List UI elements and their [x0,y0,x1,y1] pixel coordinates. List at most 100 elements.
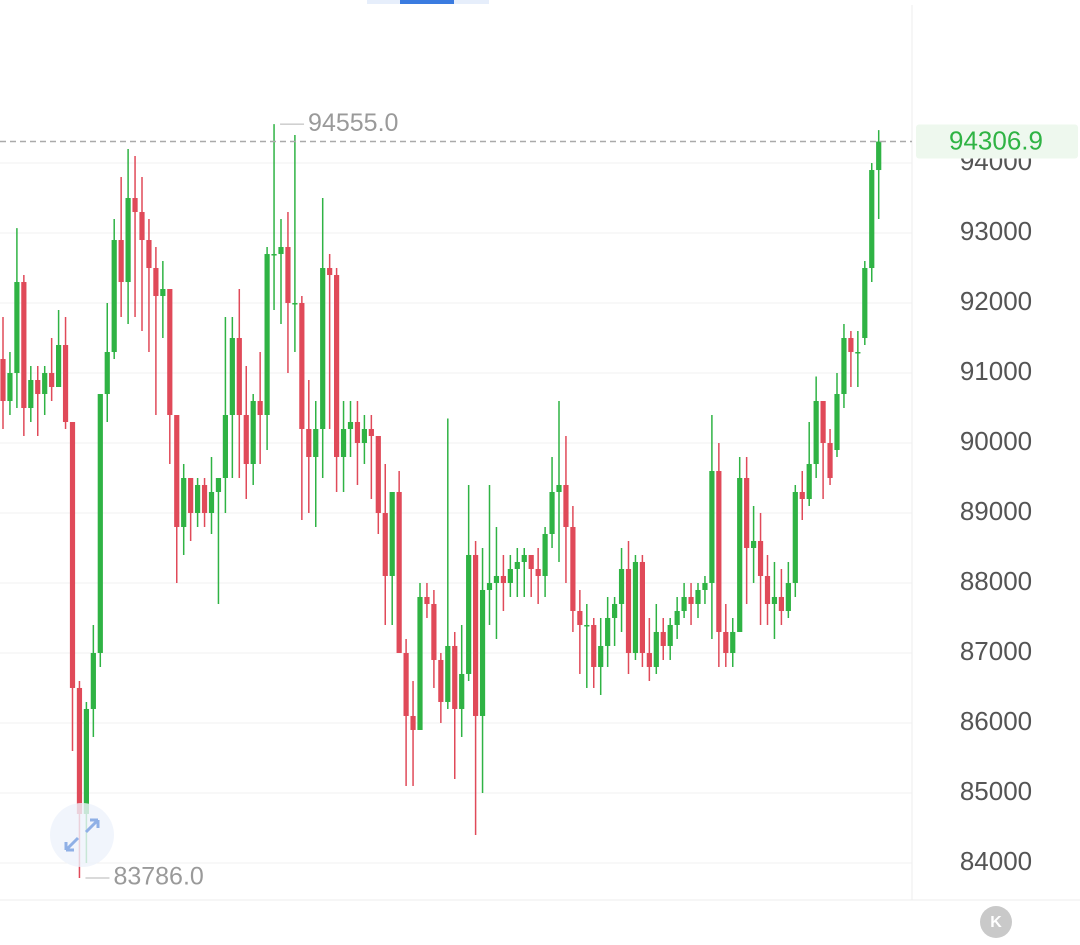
last-price-label: 94306.9 [949,125,1043,155]
candle-body [584,624,590,627]
candles [0,124,882,878]
candle-body [771,596,778,604]
candle-body [473,554,479,716]
candle-body [299,303,305,430]
candle-body [90,652,96,709]
candle-body [7,373,13,402]
candle-body [681,596,687,611]
candle-body [208,491,215,513]
candle-body [778,596,784,611]
candle-body [146,240,152,269]
candle-body [723,631,729,653]
candle-body [577,610,583,625]
candle-body [35,380,41,395]
candle-body [368,429,374,437]
candle-body [271,254,277,256]
y-tick-label: 92000 [960,286,1032,316]
candle-body [264,254,270,416]
candle-body [702,582,708,590]
candle-body [751,540,757,548]
candle-body [97,394,103,653]
candle-body [660,631,666,646]
candle-body [132,198,138,213]
candle-body [709,470,715,583]
candle-body [785,582,791,611]
candle-body [285,247,291,304]
y-tick-label: 85000 [960,776,1032,806]
candle-body [431,603,437,660]
candle-body [28,380,34,409]
candle-body [21,282,27,409]
candle-body [855,352,861,354]
candle-body [181,477,187,527]
candle-body [764,575,771,604]
candle-body [737,477,743,632]
candle-body [160,289,166,297]
candle-body [410,715,416,730]
candle-body [292,303,298,305]
candle-body [243,415,249,464]
y-tick-label: 93000 [960,216,1032,246]
candle-body [528,554,534,569]
candle-body [76,687,83,814]
candle-body [862,268,868,339]
candle-body [646,652,652,667]
candle-body [306,429,312,457]
candle-body [570,526,576,611]
candle-body [56,345,62,388]
candle-body [841,338,847,395]
candle-body [42,373,48,395]
candle-body [417,596,423,730]
candle-body [876,141,882,171]
candle-body [424,596,430,604]
candle-body [695,589,701,604]
candle-body [83,708,89,814]
candle-body [639,561,645,653]
k-icon: K [990,914,1002,931]
candle-body [438,659,444,702]
candle-body [320,268,326,430]
candle-body [278,247,284,255]
candle-body [229,338,235,416]
candle-body [479,589,486,716]
last-price-box [916,124,1078,159]
candle-body [757,540,764,576]
candle-body [69,422,76,688]
candle-body [452,645,458,709]
candle-body [632,561,639,653]
candle-body [486,582,493,590]
candle-body [153,268,159,297]
candle-body [403,652,409,716]
candle-body [396,491,402,653]
zoom-button[interactable] [50,803,114,867]
extreme-label: 94555.0 [308,109,398,137]
candle-body [674,610,680,625]
candle-body [521,554,527,562]
y-tick-label: 87000 [960,636,1032,666]
y-tick-label: 90000 [960,426,1032,456]
candle-body [806,463,812,499]
overlay: 94555.0 83786.0 94306.9 [0,109,1078,891]
extreme-label: 83786.0 [113,863,203,891]
candle-body [514,561,520,569]
candle-body [716,470,722,632]
candle-body [556,484,562,492]
candle-body [688,596,694,604]
k-button[interactable] [980,906,1012,938]
candle-body [334,275,340,457]
zoom-icon [64,818,100,852]
y-tick-label: 86000 [960,706,1032,736]
candle-body [104,352,110,395]
candle-body [49,373,55,388]
candle-body [313,429,319,457]
candle-body [257,401,263,416]
candle-body [327,268,333,276]
candle-body [493,575,500,583]
candle-body [625,568,632,653]
candle-body [250,401,256,464]
candle-body [466,554,472,674]
candle-body [598,645,604,667]
candle-body [605,617,611,646]
candle-body [848,338,854,353]
